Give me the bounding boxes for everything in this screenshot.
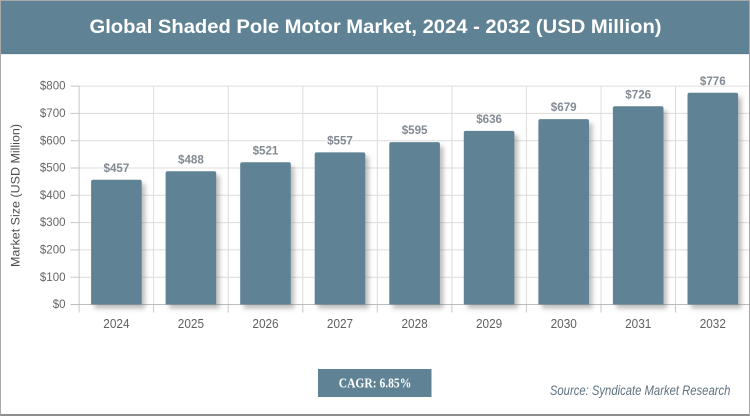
svg-text:Market Size (USD Million): Market Size (USD Million) [8, 124, 22, 267]
svg-text:$700: $700 [40, 108, 66, 120]
svg-text:$679: $679 [551, 101, 577, 114]
svg-text:$636: $636 [476, 113, 502, 126]
svg-text:2031: 2031 [625, 316, 651, 331]
svg-text:CAGR: 6.85%: CAGR: 6.85% [339, 376, 412, 391]
svg-text:2026: 2026 [252, 316, 278, 331]
svg-text:$0: $0 [53, 299, 66, 311]
svg-text:2028: 2028 [402, 316, 428, 331]
svg-text:2027: 2027 [327, 316, 353, 331]
svg-text:$800: $800 [40, 81, 66, 93]
svg-text:$521: $521 [253, 144, 279, 157]
svg-text:$457: $457 [104, 162, 130, 175]
svg-text:$100: $100 [40, 272, 66, 284]
svg-text:$488: $488 [178, 153, 204, 166]
svg-text:$600: $600 [40, 135, 66, 147]
svg-text:2032: 2032 [700, 316, 726, 331]
svg-text:$400: $400 [40, 190, 66, 202]
svg-text:$595: $595 [402, 124, 428, 137]
svg-text:Global Shaded Pole Motor Marke: Global Shaded Pole Motor Market, 2024 - … [90, 17, 662, 38]
svg-text:$776: $776 [700, 75, 726, 88]
svg-text:$726: $726 [625, 88, 651, 101]
svg-text:2025: 2025 [178, 316, 204, 331]
svg-text:$200: $200 [40, 245, 66, 257]
svg-text:$557: $557 [327, 135, 353, 148]
svg-text:2024: 2024 [103, 316, 129, 331]
svg-text:$500: $500 [40, 163, 66, 175]
svg-text:Source: Syndicate Market Resea: Source: Syndicate Market Research [550, 383, 731, 398]
svg-text:2030: 2030 [551, 316, 577, 331]
svg-text:2029: 2029 [476, 316, 502, 331]
svg-text:$300: $300 [40, 217, 66, 229]
